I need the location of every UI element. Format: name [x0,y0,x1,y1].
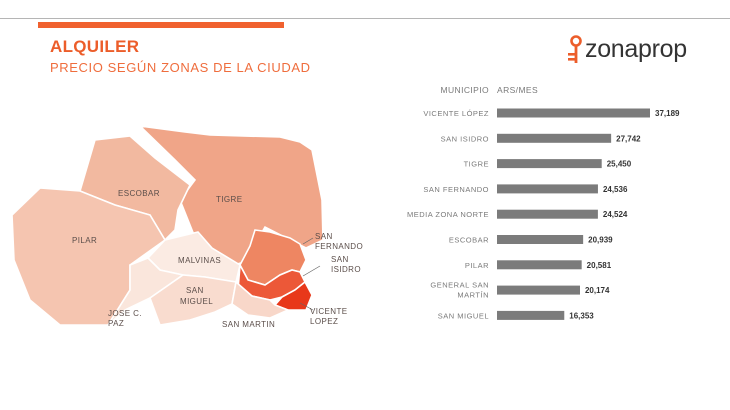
category-label: TIGRE [464,160,489,169]
bar [497,184,598,194]
logo-text: zonaprop [585,35,687,63]
bar [497,285,580,295]
category-label: VICENTE LÓPEZ [423,109,489,118]
zone-map: ESCOBAR TIGRE PILAR MALVINAS SAN MIGUEL … [11,124,363,329]
category-label: SAN FERNANDO [423,185,489,194]
map-label-malvinas: MALVINAS [178,256,221,265]
column-header-municipio: MUNICIPIO [441,85,489,95]
zonaprop-logo: zonaprop [565,33,725,73]
value-label: 20,939 [588,236,613,245]
category-label: PILAR [465,261,489,270]
map-label-san-isidro-line1: SAN [331,255,349,264]
map-label-vicente-lopez-line1: VICENTE [310,307,347,316]
value-label: 20,581 [587,261,612,270]
category-label: ESCOBAR [449,236,489,245]
map-region-san-martin [231,280,291,319]
map-label-san-fernando-line2: FERNANDO [315,242,363,251]
bar [497,209,598,219]
page-title: ALQUILER [50,37,140,56]
bar [497,260,582,270]
callout-line-vicente-lopez [299,302,314,311]
map-label-san-miguel-line1: SAN [186,286,204,295]
map-label-pilar: PILAR [72,236,97,245]
value-label: 16,353 [569,311,594,320]
map-label-san-fernando-line1: SAN [315,232,333,241]
map-label-jose-c-paz-line2: PAZ [108,319,124,328]
map-label-san-miguel-line2: MIGUEL [180,297,213,306]
category-label: MEDIA ZONA NORTE [407,210,489,219]
value-label: 27,742 [616,134,641,143]
value-label: 25,450 [607,160,632,169]
bar [497,159,602,169]
bar [497,235,584,244]
value-label: 24,536 [603,185,628,194]
title-accent-bar [38,22,284,28]
column-header-ars-mes: ARS/MES [497,85,538,95]
rent-price-bar-chart: MUNICIPIO ARS/MES VICENTE LÓPEZ 37,189 SAN I… [407,85,680,320]
top-divider-line [0,18,730,19]
value-label: 24,524 [603,210,628,219]
map-label-tigre: TIGRE [216,195,242,204]
category-label: GENERAL SAN [430,281,489,290]
page-subtitle: PRECIO SEGÚN ZONAS DE LA CIUDAD [50,60,311,75]
value-label: 20,174 [585,286,610,295]
bar [497,108,650,118]
category-label: SAN ISIDRO [441,134,489,143]
map-label-san-martin: SAN MARTIN [222,320,275,329]
category-label: MARTÍN [457,291,489,300]
category-label: SAN MIGUEL [438,311,489,320]
key-icon [568,35,582,63]
map-label-san-isidro-line2: ISIDRO [331,265,361,274]
bar [497,133,612,143]
bar [497,310,565,320]
map-label-jose-c-paz-line1: JOSE C. [108,309,142,318]
map-label-vicente-lopez-line2: LOPEZ [310,317,338,326]
map-label-escobar: ESCOBAR [118,189,160,198]
callout-line-san-isidro [302,265,321,277]
callout-line-san-fernando [302,237,314,245]
value-label: 37,189 [655,109,680,118]
